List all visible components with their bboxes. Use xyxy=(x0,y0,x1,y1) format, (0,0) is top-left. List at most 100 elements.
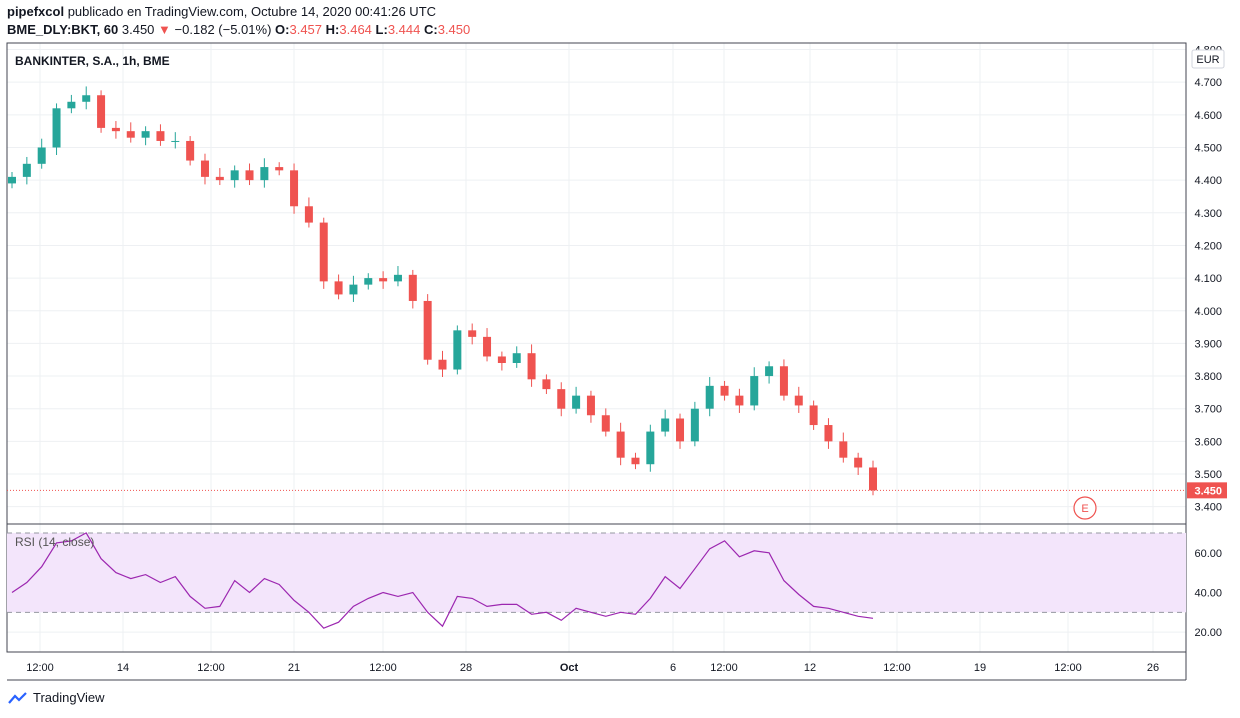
last-price-label: 3.450 xyxy=(1194,485,1222,497)
candle-body xyxy=(215,176,224,181)
price-axis[interactable]: 4.8004.7004.6004.5004.4004.3004.2004.100… xyxy=(1194,45,1222,514)
candle-body xyxy=(809,405,818,426)
time-tick-label: 28 xyxy=(460,662,472,674)
time-tick-label: 6 xyxy=(670,662,676,674)
time-tick-label: 14 xyxy=(117,662,129,674)
candle-body xyxy=(690,408,699,442)
rsi-axis[interactable]: 60.00 40.00 20.00 xyxy=(1194,548,1222,639)
candle-body xyxy=(245,170,254,181)
candle-body xyxy=(290,170,299,207)
candle-body xyxy=(111,127,120,132)
candle-body xyxy=(171,140,180,142)
candle-body xyxy=(275,167,284,171)
candle-body xyxy=(468,330,477,337)
candle-body xyxy=(824,425,833,442)
close-value: 3.450 xyxy=(437,22,471,37)
candle-body xyxy=(438,359,447,370)
event-marker[interactable]: E xyxy=(1073,496,1097,520)
high-label: H: xyxy=(325,22,340,37)
candles xyxy=(8,86,877,496)
candle-body xyxy=(200,160,209,177)
tradingview-logo[interactable]: TradingView xyxy=(8,690,105,705)
candle-body xyxy=(334,281,343,295)
candle-body xyxy=(230,170,239,181)
last-price-badge xyxy=(1187,482,1227,499)
candle-body xyxy=(542,379,551,390)
candle-body xyxy=(557,389,566,409)
time-tick-label: 12 xyxy=(804,662,816,674)
candle-body xyxy=(22,163,31,177)
candle-body xyxy=(512,353,521,363)
low-label: L: xyxy=(375,22,388,37)
time-tick-label: 12:00 xyxy=(1054,662,1082,674)
author-name[interactable]: pipefxcol xyxy=(7,4,65,19)
currency-button[interactable]: EUR xyxy=(1191,49,1225,69)
candle-body xyxy=(779,366,788,396)
brand-name: TradingView xyxy=(33,690,105,705)
time-tick-label: 12:00 xyxy=(26,662,54,674)
candle-body xyxy=(37,147,46,164)
candle-body xyxy=(794,395,803,406)
candle-body xyxy=(349,284,358,295)
price-tick-label: 4.200 xyxy=(1194,240,1222,252)
candle-body xyxy=(676,418,685,442)
rsi-tick-label: 40.00 xyxy=(1194,587,1222,599)
rsi-band xyxy=(7,532,1186,613)
open-value: 3.457 xyxy=(289,22,323,37)
candle-body xyxy=(601,415,610,432)
candle-body xyxy=(393,274,402,282)
price-tick-label: 3.800 xyxy=(1194,371,1222,383)
candle-body xyxy=(8,176,16,184)
price-tick-label: 4.700 xyxy=(1194,77,1222,89)
time-tick-label: 12:00 xyxy=(710,662,738,674)
candle-body xyxy=(126,131,135,138)
publish-info: pipefxcol publicado en TradingView.com, … xyxy=(7,4,436,19)
candle-body xyxy=(52,108,61,148)
candle-body xyxy=(586,395,595,416)
price-tick-label: 3.600 xyxy=(1194,436,1222,448)
price-tick-label: 3.900 xyxy=(1194,338,1222,350)
candle-body xyxy=(67,101,76,109)
time-tick-label: 21 xyxy=(288,662,300,674)
price-tick-label: 4.400 xyxy=(1194,175,1222,187)
candle-body xyxy=(497,356,506,363)
candle-body xyxy=(661,418,670,432)
time-tick-label: 12:00 xyxy=(197,662,225,674)
close-label: C: xyxy=(424,22,438,37)
candle-body xyxy=(97,95,106,128)
candle-body xyxy=(260,167,269,181)
high-value: 3.464 xyxy=(339,22,372,37)
candle-body xyxy=(765,366,774,377)
candle-body xyxy=(82,95,91,102)
candle-body xyxy=(616,431,625,458)
candle-body xyxy=(379,278,388,282)
candle-body xyxy=(735,395,744,406)
grid xyxy=(7,43,1186,652)
currency-label: EUR xyxy=(1196,54,1219,66)
time-tick-label: 12:00 xyxy=(369,662,397,674)
rsi-band-fill xyxy=(7,532,1186,613)
symbol-label: BME_DLY:BKT, 60 xyxy=(7,22,119,37)
rsi-tick-label: 20.00 xyxy=(1194,627,1222,639)
candle-body xyxy=(631,457,640,465)
candle-body xyxy=(646,431,655,465)
price-tick-label: 4.500 xyxy=(1194,142,1222,154)
candle-body xyxy=(453,330,462,370)
candle-body xyxy=(720,385,729,396)
price-tick-label: 4.300 xyxy=(1194,208,1222,220)
time-tick-label: 19 xyxy=(974,662,986,674)
chart-title: BANKINTER, S.A., 1h, BME xyxy=(15,54,170,68)
candle-body xyxy=(364,278,373,285)
price-value: 3.450 xyxy=(121,22,155,37)
candle-body xyxy=(156,131,165,141)
price-tick-label: 4.600 xyxy=(1194,110,1222,122)
candle-body xyxy=(839,441,848,458)
price-tick-label: 3.500 xyxy=(1194,469,1222,481)
time-axis[interactable]: 12:00 14 12:00 21 12:00 28 Oct 6 12:00 12 12:00 19 1… xyxy=(26,662,1159,674)
candle-body xyxy=(483,336,492,357)
candle-body xyxy=(750,376,759,406)
candle-body xyxy=(854,457,863,468)
price-tick-label: 4.100 xyxy=(1194,273,1222,285)
event-marker-label: E xyxy=(1081,503,1088,515)
